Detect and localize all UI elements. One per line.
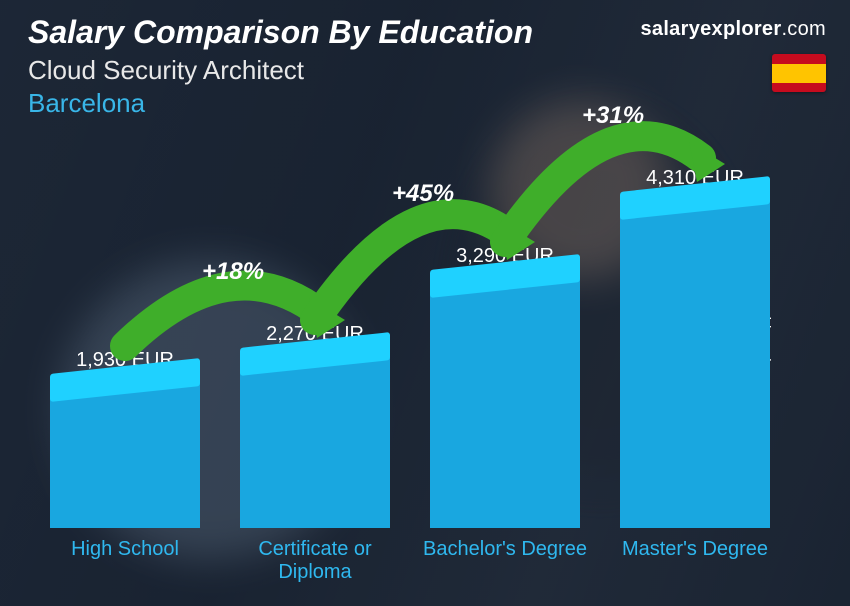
flag-icon [772, 54, 826, 92]
brand-domain: .com [781, 18, 826, 40]
brand-name: salaryexplorer [640, 18, 781, 40]
bar-group: 1,930 EURHigh School [40, 156, 210, 586]
bar [50, 380, 200, 528]
bar [430, 276, 580, 528]
bar-label: High School [71, 538, 179, 586]
bar-label: Bachelor's Degree [423, 538, 587, 586]
flag-stripe [772, 54, 826, 64]
flag-stripe [772, 64, 826, 83]
bar-group: 3,290 EURBachelor's Degree [420, 156, 590, 586]
bar [620, 198, 770, 528]
bar-group: 4,310 EURMaster's Degree [610, 156, 780, 586]
bar-group: 2,270 EURCertificate or Diploma [230, 156, 400, 586]
location: Barcelona [28, 88, 822, 119]
flag-stripe [772, 83, 826, 93]
bar-label: Certificate or Diploma [230, 538, 400, 586]
job-title: Cloud Security Architect [28, 55, 822, 86]
brand-logo: salaryexplorer.com [640, 18, 826, 41]
bar [240, 354, 390, 528]
bar-chart: 1,930 EURHigh School2,270 EURCertificate… [40, 156, 780, 586]
bar-label: Master's Degree [622, 538, 768, 586]
